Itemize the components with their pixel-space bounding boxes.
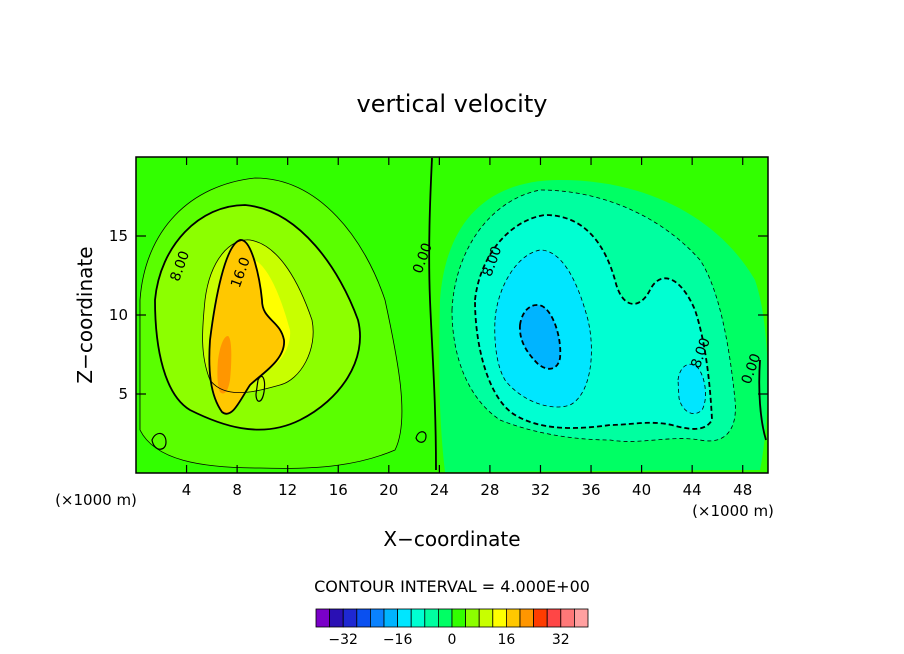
colorbar-box [383,608,399,628]
x-axis-label: X−coordinate [383,527,520,551]
contour-line-zero-right [758,359,767,441]
colorbar-box [533,608,548,628]
colorbar-box [369,608,385,628]
contour-lines [139,157,767,471]
y-tick-label: 10 [109,306,128,324]
colorbar-tick-label: 32 [552,632,570,648]
colorbar-box [492,608,507,628]
x-tick-label: 16 [329,481,348,499]
band-negative-16 [678,364,706,414]
contour-line-zero-center [428,157,437,471]
contour-line-negative-4 [451,189,736,442]
contour-line-negative-8 [474,214,713,430]
colorbar-tick-label: 0 [448,632,457,648]
contour-line-positive-4 [139,177,403,469]
colorbar-box [356,608,371,628]
colorbar-box [342,608,358,628]
colorbar-box [451,608,467,628]
contour-line-negative-16-right [677,363,706,414]
x-unit-label-left: (×1000 m) [55,491,137,509]
x-unit-label-right: (×1000 m) [692,502,774,520]
colorbar-box [437,608,453,628]
colorbar-box [519,608,535,628]
contour-interval-label: CONTOUR INTERVAL = 4.000E+00 [314,577,590,596]
colorbar-box [478,608,494,628]
colorbar-tick-label: −32 [328,632,358,648]
x-tick-label: 44 [683,481,702,499]
x-tick-label: 8 [232,481,242,499]
contour-line-negative-12 [494,249,592,408]
colorbar-box [505,608,521,628]
y-axis-label: Z−coordinate [73,246,97,383]
x-tick-label: 20 [379,481,398,499]
contour-line-positive-8 [154,204,361,431]
colorbar-box [560,608,575,628]
x-tick-label: 24 [430,481,449,499]
y-tick-label: 5 [118,385,128,403]
colorbar-tick-label: 16 [497,632,515,648]
colorbar-box [465,608,480,628]
colorbar-box [397,608,412,628]
colorbar-box [329,608,344,628]
x-tick-label: 36 [581,481,600,499]
colorbar-box [546,608,562,628]
colorbar-box [410,608,426,628]
band-negative-20 [519,304,561,369]
colorbar-tick-label: −16 [383,632,413,648]
y-axis: 5 10 15 [109,227,768,403]
x-tick-label: 48 [733,481,752,499]
x-tick-label: 32 [531,481,550,499]
contour-field [136,157,768,473]
contour-line-small-cell-2 [415,431,427,443]
colorbar-box [424,608,439,628]
contour-line-small-cell-3 [255,375,266,402]
colorbar: −32 −16 0 16 32 [315,608,589,648]
x-tick-label: 40 [632,481,651,499]
x-tick-label: 4 [182,481,192,499]
colorbar-box [315,608,331,628]
x-axis: 4 8 12 16 20 24 28 32 36 40 44 48 [182,157,752,499]
x-tick-label: 12 [278,481,297,499]
contour-line-negative-16 [519,304,562,370]
contour-line-positive-16 [208,239,285,415]
band-positive-24 [217,336,232,394]
contour-line-positive-12 [202,239,314,394]
y-tick-label: 15 [109,227,128,245]
contour-line-small-cell-1 [151,432,167,450]
x-tick-label: 28 [480,481,499,499]
chart-title: vertical velocity [357,90,548,118]
colorbar-box [574,608,589,628]
